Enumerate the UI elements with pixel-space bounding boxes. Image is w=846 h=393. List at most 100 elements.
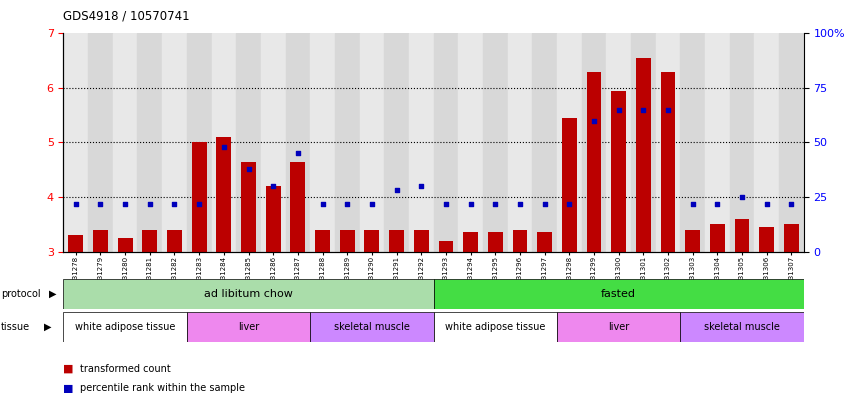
Point <box>488 200 502 207</box>
Bar <box>685 230 700 252</box>
Bar <box>581 33 607 252</box>
Point <box>168 200 181 207</box>
Text: ■: ■ <box>63 364 74 373</box>
Bar <box>414 230 429 252</box>
Text: tissue: tissue <box>1 322 30 332</box>
Bar <box>784 224 799 252</box>
Text: transformed count: transformed count <box>80 364 171 373</box>
Bar <box>631 33 656 252</box>
Point <box>612 107 625 113</box>
Point <box>636 107 650 113</box>
Bar <box>69 235 83 252</box>
Bar <box>389 230 404 252</box>
Bar <box>636 58 651 252</box>
Bar <box>438 241 453 252</box>
Bar <box>488 232 503 252</box>
Bar <box>113 33 137 252</box>
Bar <box>187 33 212 252</box>
Point <box>291 150 305 156</box>
Bar <box>537 232 552 252</box>
Bar <box>241 162 255 252</box>
Point <box>464 200 477 207</box>
Point <box>735 194 749 200</box>
Point <box>563 200 576 207</box>
Point <box>415 183 428 189</box>
Text: fasted: fasted <box>602 289 636 299</box>
Point <box>538 200 552 207</box>
Point <box>340 200 354 207</box>
Bar <box>187 312 310 342</box>
Point <box>784 200 798 207</box>
Point <box>118 200 132 207</box>
Point <box>94 200 107 207</box>
Bar <box>513 230 527 252</box>
Point <box>266 183 280 189</box>
Bar <box>557 312 680 342</box>
Point <box>192 200 206 207</box>
Bar <box>88 33 113 252</box>
Bar <box>137 33 162 252</box>
Text: white adipose tissue: white adipose tissue <box>75 322 175 332</box>
Bar <box>779 33 804 252</box>
Bar <box>93 230 107 252</box>
Bar <box>335 33 360 252</box>
Point <box>686 200 700 207</box>
Point <box>316 200 329 207</box>
Bar <box>433 312 557 342</box>
Bar <box>705 33 729 252</box>
Text: white adipose tissue: white adipose tissue <box>445 322 546 332</box>
Bar <box>192 142 206 252</box>
Bar <box>142 230 157 252</box>
Bar <box>310 312 433 342</box>
Bar <box>340 230 354 252</box>
Bar <box>680 33 705 252</box>
Point <box>439 200 453 207</box>
Bar <box>459 33 483 252</box>
Bar <box>508 33 532 252</box>
Text: liver: liver <box>238 322 259 332</box>
Bar <box>755 33 779 252</box>
Bar <box>285 33 310 252</box>
Bar <box>266 186 281 252</box>
Bar <box>483 33 508 252</box>
Bar <box>557 33 581 252</box>
Text: skeletal muscle: skeletal muscle <box>704 322 780 332</box>
Point <box>365 200 379 207</box>
Bar <box>63 279 433 309</box>
Text: liver: liver <box>608 322 629 332</box>
Text: ad libitum chow: ad libitum chow <box>204 289 293 299</box>
Point <box>143 200 157 207</box>
Bar <box>162 33 187 252</box>
Bar <box>433 33 459 252</box>
Text: percentile rank within the sample: percentile rank within the sample <box>80 383 245 393</box>
Bar <box>118 238 133 252</box>
Text: ▶: ▶ <box>44 322 52 332</box>
Point <box>711 200 724 207</box>
Bar <box>710 224 725 252</box>
Point <box>242 165 255 172</box>
Text: skeletal muscle: skeletal muscle <box>334 322 409 332</box>
Point <box>760 200 773 207</box>
Bar <box>365 230 379 252</box>
Bar <box>261 33 285 252</box>
Bar <box>290 162 305 252</box>
Bar <box>217 137 231 252</box>
Bar <box>409 33 433 252</box>
Bar <box>759 227 774 252</box>
Point <box>69 200 83 207</box>
Point <box>514 200 527 207</box>
Bar <box>63 33 88 252</box>
Text: protocol: protocol <box>1 289 41 299</box>
Point <box>390 187 404 194</box>
Bar <box>729 33 755 252</box>
Text: GDS4918 / 10570741: GDS4918 / 10570741 <box>63 10 190 23</box>
Bar <box>463 232 478 252</box>
Bar <box>607 33 631 252</box>
Bar <box>661 72 675 252</box>
Bar <box>310 33 335 252</box>
Bar <box>562 118 577 252</box>
Point <box>217 144 231 150</box>
Point <box>587 118 601 124</box>
Bar <box>586 72 602 252</box>
Bar <box>236 33 261 252</box>
